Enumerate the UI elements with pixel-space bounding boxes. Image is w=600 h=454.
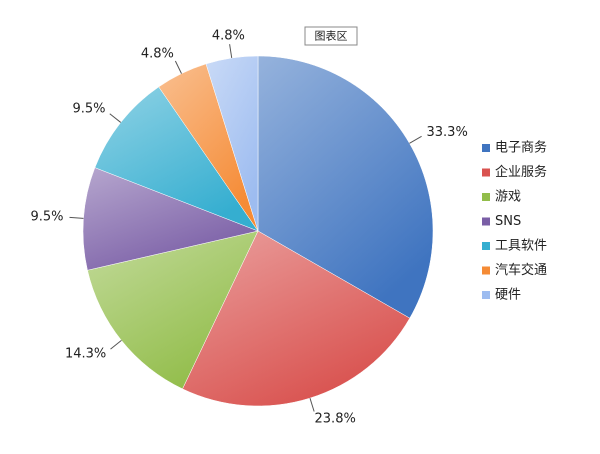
leader-line [229, 44, 233, 59]
legend-swatch [482, 144, 490, 152]
data-label: 23.8% [315, 412, 356, 427]
data-label: 14.3% [65, 347, 106, 362]
legend-swatch [482, 168, 490, 177]
legend-swatch [482, 291, 490, 299]
legend-label: 汽车交通 [495, 262, 547, 278]
legend-label: 游戏 [495, 190, 521, 205]
leader-line [409, 135, 422, 144]
leader-line [110, 340, 122, 350]
data-label: 4.8% [141, 46, 174, 61]
pie-slice [87, 230, 259, 390]
leader-line [109, 113, 122, 123]
data-label: 9.5% [30, 209, 63, 224]
leader-line [309, 397, 315, 412]
pie-slice [257, 55, 434, 319]
pie-slice [82, 167, 259, 271]
legend-swatch [482, 266, 490, 275]
legend-label: 硬件 [495, 288, 521, 303]
data-label: 33.3% [427, 125, 468, 140]
pie-slice [205, 55, 259, 232]
tooltip-box [304, 26, 358, 46]
legend-swatch [482, 193, 490, 201]
legend-label: 工具软件 [495, 239, 547, 254]
leader-line [174, 60, 182, 74]
pie-slice [182, 230, 411, 407]
leader-line [69, 216, 84, 219]
data-label: 4.8% [212, 29, 245, 44]
legend-label: 电子商务 [495, 140, 547, 156]
legend-label: 企业服务 [495, 164, 547, 180]
pie-slice [94, 86, 259, 232]
legend-swatch [482, 242, 490, 250]
data-label: 9.5% [72, 101, 105, 116]
legend-swatch [482, 217, 490, 226]
tooltip: 图表区 [315, 29, 348, 43]
legend-label: SNS [495, 214, 521, 229]
